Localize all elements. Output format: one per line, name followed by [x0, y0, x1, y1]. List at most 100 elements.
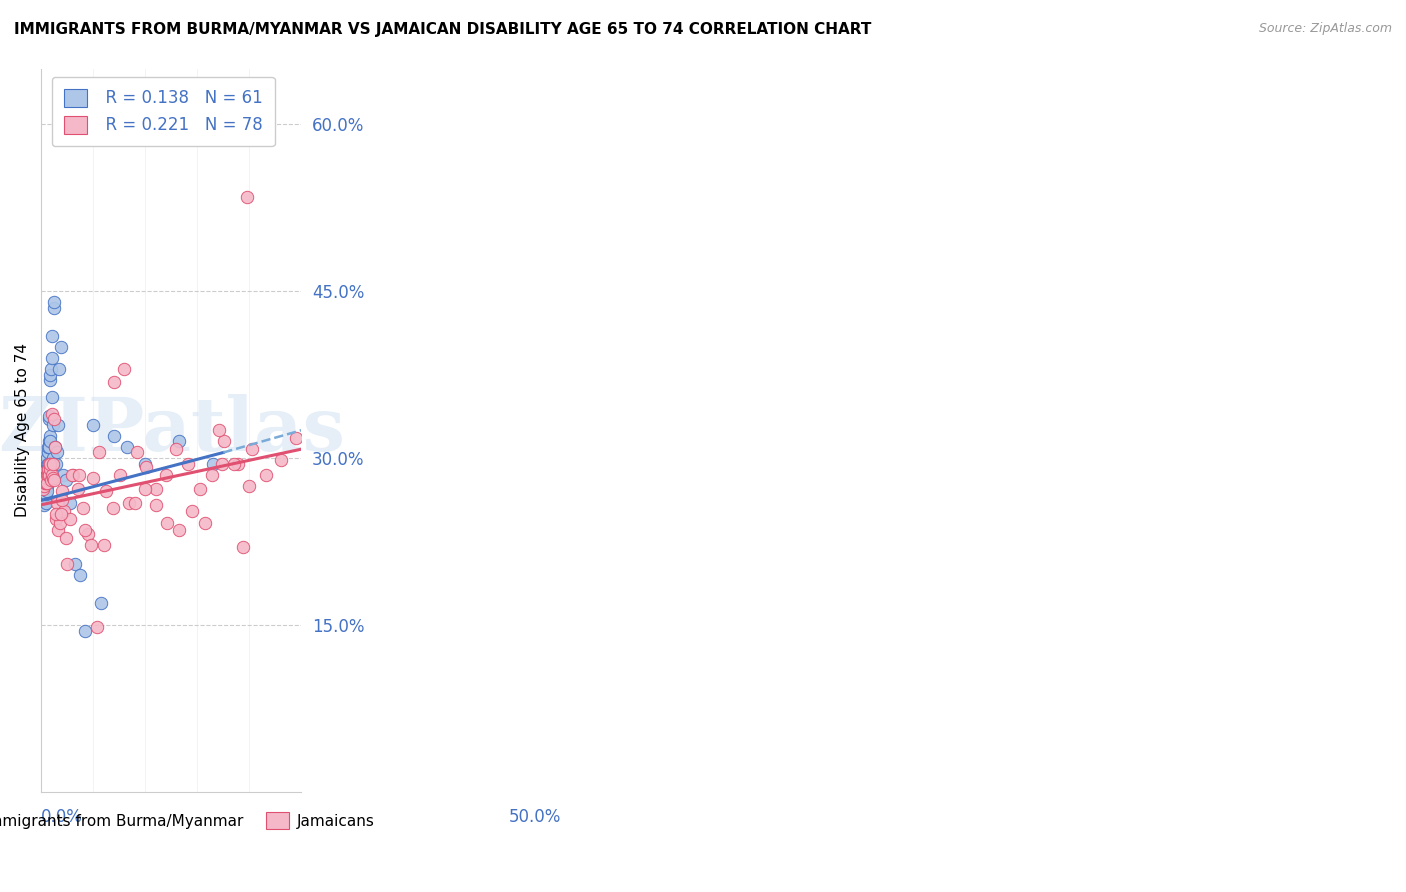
Point — [134, 482, 156, 496]
Point — [134, 457, 156, 471]
Point — [232, 540, 254, 554]
Point — [35, 467, 58, 482]
Point — [35, 462, 58, 476]
Point — [181, 504, 204, 518]
Point — [75, 624, 97, 638]
Point — [44, 440, 66, 454]
Point — [51, 493, 73, 508]
Point — [101, 501, 124, 516]
Point — [45, 457, 67, 471]
Point — [41, 328, 63, 343]
Point — [39, 373, 62, 387]
Point — [39, 462, 62, 476]
Point — [35, 482, 58, 496]
Point — [42, 412, 65, 426]
Point — [45, 512, 67, 526]
Point — [38, 409, 60, 423]
Point — [34, 486, 56, 500]
Point — [127, 445, 149, 459]
Point — [34, 475, 56, 490]
Point — [226, 457, 249, 471]
Point — [32, 493, 55, 508]
Point — [89, 445, 111, 459]
Point — [59, 495, 82, 509]
Text: Source: ZipAtlas.com: Source: ZipAtlas.com — [1258, 22, 1392, 36]
Point — [112, 362, 135, 376]
Point — [82, 417, 104, 432]
Point — [103, 429, 125, 443]
Point — [93, 538, 115, 552]
Point — [38, 440, 60, 454]
Point — [240, 442, 263, 457]
Point — [37, 475, 59, 490]
Point — [156, 516, 179, 530]
Point — [31, 482, 53, 496]
Point — [44, 440, 66, 454]
Point — [39, 457, 62, 471]
Point — [49, 516, 72, 530]
Point — [55, 473, 77, 487]
Point — [39, 434, 62, 449]
Point — [103, 376, 125, 390]
Point — [45, 445, 67, 459]
Point — [32, 479, 55, 493]
Point — [35, 486, 58, 500]
Point — [59, 512, 82, 526]
Point — [37, 467, 59, 482]
Point — [194, 516, 217, 530]
Point — [177, 457, 200, 471]
Point — [38, 412, 60, 426]
Point — [38, 434, 60, 449]
Point — [201, 467, 224, 482]
Point — [167, 434, 190, 449]
Point — [42, 473, 65, 487]
Point — [35, 479, 58, 493]
Point — [32, 498, 55, 512]
Point — [77, 526, 100, 541]
Point — [32, 479, 55, 493]
Point — [145, 498, 167, 512]
Point — [86, 620, 108, 634]
Point — [49, 507, 72, 521]
Point — [285, 431, 308, 445]
Legend: Immigrants from Burma/Myanmar, Jamaicans: Immigrants from Burma/Myanmar, Jamaicans — [0, 806, 381, 835]
Text: IMMIGRANTS FROM BURMA/MYANMAR VS JAMAICAN DISABILITY AGE 65 TO 74 CORRELATION CH: IMMIGRANTS FROM BURMA/MYANMAR VS JAMAICA… — [14, 22, 872, 37]
Point — [37, 462, 59, 476]
Text: 0.0%: 0.0% — [41, 808, 83, 826]
Y-axis label: Disability Age 65 to 74: Disability Age 65 to 74 — [15, 343, 30, 517]
Point — [48, 362, 70, 376]
Point — [34, 475, 56, 490]
Point — [39, 368, 62, 382]
Point — [41, 407, 63, 421]
Point — [165, 442, 187, 457]
Point — [37, 457, 59, 471]
Point — [35, 475, 58, 490]
Point — [42, 457, 65, 471]
Point — [49, 340, 72, 354]
Point — [41, 467, 63, 482]
Point — [32, 482, 55, 496]
Point — [55, 531, 77, 545]
Point — [201, 457, 224, 471]
Point — [35, 473, 58, 487]
Point — [39, 429, 62, 443]
Point — [214, 434, 236, 449]
Point — [79, 538, 101, 552]
Point — [124, 495, 146, 509]
Point — [117, 495, 139, 509]
Point — [41, 451, 63, 466]
Point — [37, 440, 59, 454]
Point — [37, 467, 59, 482]
Point — [38, 467, 60, 482]
Point — [90, 596, 112, 610]
Point — [35, 495, 58, 509]
Point — [51, 484, 73, 499]
Point — [37, 462, 59, 476]
Point — [211, 457, 233, 471]
Point — [34, 490, 56, 504]
Point — [69, 568, 91, 582]
Point — [42, 301, 65, 315]
Point — [34, 471, 56, 485]
Point — [34, 473, 56, 487]
Point — [32, 486, 55, 500]
